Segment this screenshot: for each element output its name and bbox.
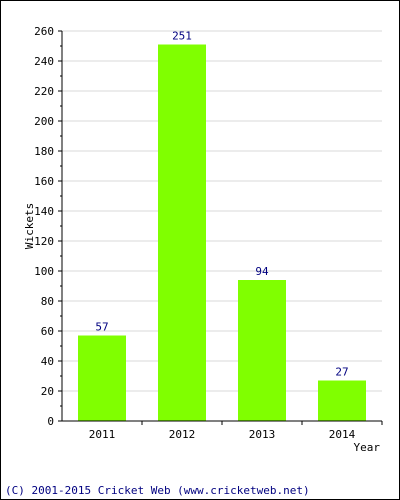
y-tick-label: 220: [34, 85, 54, 98]
x-tick-label-2014: 2014: [329, 428, 356, 441]
x-tick-label-2013: 2013: [249, 428, 276, 441]
data-label-2011: 57: [95, 321, 108, 334]
data-label-2014: 27: [335, 366, 348, 379]
footer-copyright: (C) 2001-2015 Cricket Web (www.cricketwe…: [5, 484, 310, 497]
bar-2011: [78, 335, 126, 421]
bar-chart: 0 20 40 60 80 100 120 140 160 180 200 220 240 260 57 20…: [23, 25, 383, 454]
y-tick-label: 60: [41, 325, 54, 338]
y-tick-label: 140: [34, 205, 54, 218]
y-tick-label: 180: [34, 145, 54, 158]
bar-2014: [318, 380, 366, 421]
x-axis-label: Year: [354, 441, 381, 454]
y-axis-label: Wickets: [23, 203, 36, 249]
y-tick-label: 200: [34, 115, 54, 128]
y-tick-label: 260: [34, 25, 54, 38]
x-tick-label-2011: 2011: [89, 428, 116, 441]
data-label-2013: 94: [255, 265, 269, 278]
y-tick-label: 160: [34, 175, 54, 188]
y-tick-label: 120: [34, 235, 54, 248]
x-tick-label-2012: 2012: [169, 428, 196, 441]
data-label-2012: 251: [172, 30, 192, 43]
y-tick-label: 80: [41, 295, 54, 308]
bar-2013: [238, 280, 286, 421]
y-tick-label: 240: [34, 55, 54, 68]
y-tick-label: 0: [47, 415, 54, 428]
y-tick-label: 100: [34, 265, 54, 278]
bar-2012: [158, 44, 206, 421]
y-tick-label: 20: [41, 385, 54, 398]
y-tick-label: 40: [41, 355, 54, 368]
